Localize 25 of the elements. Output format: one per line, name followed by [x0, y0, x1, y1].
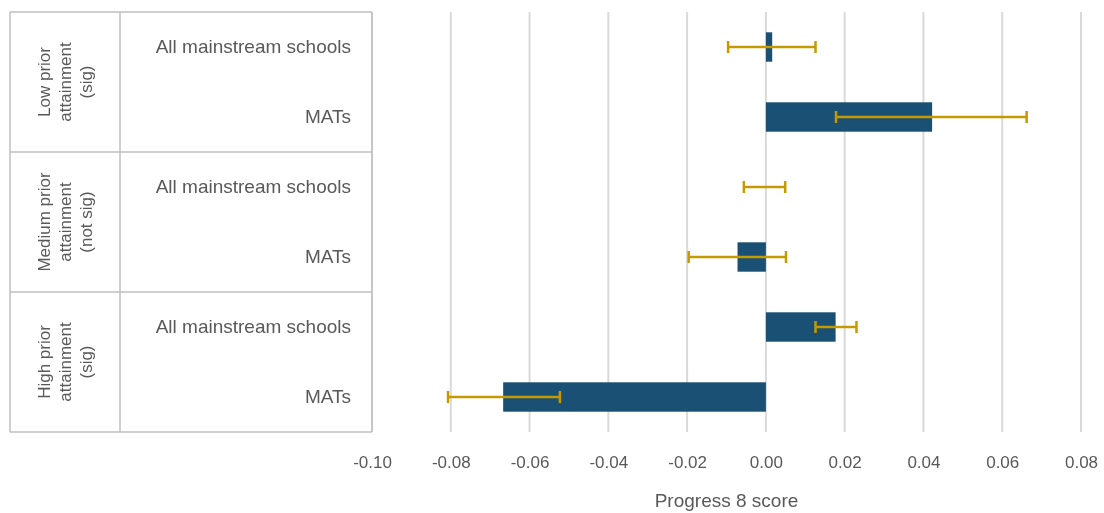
bar — [765, 32, 773, 62]
x-tick-label: 0.08 — [1064, 453, 1099, 473]
text: Medium prior attainment (not sig) — [35, 172, 96, 272]
y-tick-label: All mainstream schools — [155, 176, 351, 197]
x-tick-label: 0.00 — [749, 453, 783, 473]
x-tick-label: 0.02 — [828, 453, 862, 473]
x-tick-label: -0.06 — [510, 453, 550, 473]
x-axis-title: Progress 8 score — [654, 490, 799, 511]
x-tick-label: -0.04 — [589, 453, 629, 473]
x-tick-label: -0.08 — [431, 453, 471, 473]
text: Low prior attainment (sig) — [35, 42, 96, 122]
x-tick-label: 0.06 — [986, 453, 1020, 473]
x-tick-label: -0.02 — [668, 453, 707, 473]
y-tick-label: MATs — [304, 246, 351, 267]
bar — [503, 382, 766, 412]
bar — [765, 102, 933, 132]
y-tick-label: All mainstream schools — [155, 316, 351, 337]
y-tick-label: MATs — [304, 386, 351, 407]
x-tick-label: 0.04 — [907, 453, 941, 473]
bar — [765, 312, 836, 342]
x-tick-label: -0.10 — [353, 453, 392, 473]
y-tick-label: MATs — [304, 106, 351, 127]
text: High prior attainment (sig) — [35, 322, 96, 402]
bar — [737, 242, 766, 272]
y-tick-label: All mainstream schools — [155, 36, 351, 57]
